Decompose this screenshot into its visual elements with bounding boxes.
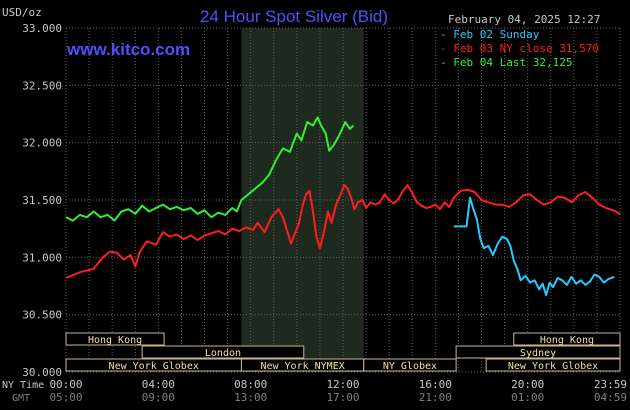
- y-tick-label: 32.000: [22, 137, 62, 150]
- x-tick-label-gmt: 09:00: [142, 391, 175, 404]
- x-tick-label-gmt: 21:00: [419, 391, 452, 404]
- session-box: [141, 345, 305, 359]
- x-tick-label-ny: 04:00: [142, 378, 175, 391]
- x-tick-label-ny: 23:59: [594, 378, 627, 391]
- session-new-york-globex: New York Globex: [485, 358, 621, 372]
- session-box: [363, 358, 457, 372]
- grid-lines: [65, 27, 621, 373]
- session-label: Hong Kong: [540, 335, 594, 346]
- series-line-feb-04-last: [65, 116, 355, 222]
- legend-item: - Feb 02 Sunday: [440, 28, 540, 41]
- x-tick-label-gmt: 05:00: [49, 391, 82, 404]
- session-hong-kong: Hong Kong: [65, 332, 165, 346]
- x-tick-label-gmt: 17:00: [326, 391, 359, 404]
- session-box: [65, 332, 165, 346]
- session-sydney: Sydney: [455, 345, 621, 359]
- y-tick-label: 33.000: [22, 22, 62, 35]
- y-tick-label: 31.000: [22, 251, 62, 264]
- y-tick-label: 31.500: [22, 194, 62, 207]
- session-london: London: [141, 345, 305, 359]
- session-box: [513, 332, 621, 346]
- session-label: Hong Kong: [88, 335, 142, 346]
- y-axis: 33.000 32.500 32.000 31.500 31.000 30.500 30.0…: [22, 22, 62, 379]
- series-line-feb-03-ny-close: [65, 184, 621, 279]
- x-axis: 00:00 04:00 08:00 12:00 16:00 20:00 23:59 05:00…: [49, 378, 627, 404]
- chart-title: 24 Hour Spot Silver (Bid): [200, 7, 388, 26]
- session-label: NY Globex: [383, 361, 437, 372]
- gmt-label: GMT: [12, 393, 30, 404]
- series-line-feb-02-sunday: [453, 196, 615, 297]
- y-tick-label: 30.000: [22, 366, 62, 379]
- session-label: Sydney: [520, 348, 556, 359]
- session-new-york-nymex: New York NYMEX: [240, 358, 365, 372]
- session-box: [485, 358, 621, 372]
- x-tick-label-ny: 12:00: [326, 378, 359, 391]
- session-new-york-globex: New York Globex: [65, 358, 242, 372]
- timestamp: February 04, 2025 12:27: [448, 13, 600, 26]
- x-tick-label-gmt: 01:00: [511, 391, 544, 404]
- x-tick-label-gmt: 13:00: [234, 391, 267, 404]
- x-tick-label-ny: 20:00: [511, 378, 544, 391]
- legend-item: - Feb 04 Last 32,125: [440, 56, 572, 69]
- session-label: New York Globex: [109, 361, 199, 372]
- market-sessions: Hong Kong London New York Globex New York N…: [65, 332, 621, 372]
- kitco-watermark: www.kitco.com: [66, 40, 190, 59]
- session-box: [455, 345, 621, 359]
- price-series: [65, 116, 621, 297]
- ny-time-label: NY Time: [2, 380, 44, 391]
- y-tick-label: 30.500: [22, 309, 62, 322]
- session-hong-kong: Hong Kong: [513, 332, 621, 346]
- legend-item: - Feb 03 NY close 31,570: [440, 42, 599, 55]
- x-tick-label-ny: 00:00: [49, 378, 82, 391]
- y-tick-label: 32.500: [22, 79, 62, 92]
- x-tick-label-ny: 08:00: [234, 378, 267, 391]
- y-unit-label: USD/oz: [2, 6, 42, 19]
- session-label: New York Globex: [508, 361, 598, 372]
- x-tick-label-gmt: 04:59: [594, 391, 627, 404]
- session-label: London: [205, 348, 241, 359]
- session-ny-globex: NY Globex: [363, 358, 457, 372]
- legend: - Feb 02 Sunday- Feb 03 NY close 31,570-…: [440, 28, 599, 69]
- session-label: New York NYMEX: [260, 361, 344, 372]
- x-tick-label-ny: 16:00: [419, 378, 452, 391]
